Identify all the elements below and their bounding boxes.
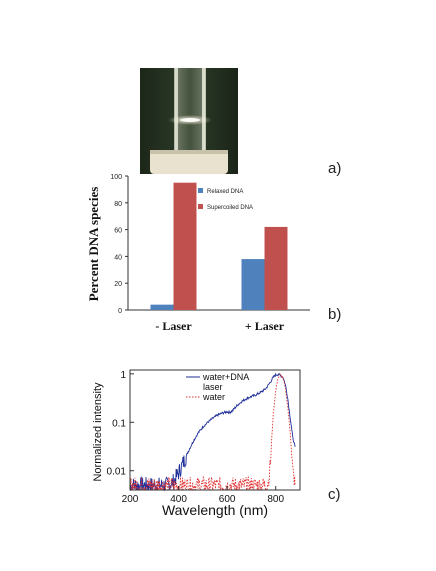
spectrum-legend-label: water+DNA <box>202 372 249 382</box>
bar-chart-x-ticks: - Laser + Laser <box>155 319 284 333</box>
spectrum-y-tick-label: 0.1 <box>112 418 126 429</box>
bar-chart-y-tick-label: 60 <box>114 228 122 235</box>
bar-supercoiled-plus-laser <box>264 226 288 310</box>
spectrum-chart-x-label: Wavelength (nm) <box>162 502 268 518</box>
spectrum-x-tick-label: 600 <box>219 494 236 505</box>
spectrum-chart-axes <box>129 369 301 491</box>
spectrum-chart-x-ticks: 200 400 600 800 <box>122 486 284 505</box>
spectrum-chart-frame <box>129 369 301 491</box>
bar-chart-legend: Relaxed DNA Supercoiled DNA <box>198 188 253 211</box>
spectrum-chart-y-label: Normalized intensity <box>92 382 104 482</box>
spectrum-chart-y-ticks: 0.01 0.1 1 <box>107 370 134 478</box>
bar-chart-legend-swatch <box>198 204 203 209</box>
bar-chart-y-label: Percent DNA species <box>86 187 101 302</box>
spectrum-y-tick-label: 0.01 <box>107 467 127 478</box>
bar-chart-y-tick-label: 80 <box>114 201 122 208</box>
bar-relaxed-plus-laser <box>241 259 265 310</box>
bar-chart-y-tick-label: 100 <box>110 174 122 181</box>
spectrum-chart-series <box>129 372 296 492</box>
bar-chart-x-tick-label: - Laser <box>155 319 192 333</box>
panel-label-c: c) <box>328 486 341 503</box>
spectrum-x-tick-label: 800 <box>267 494 284 505</box>
bar-chart-legend-swatch <box>198 188 203 193</box>
bar-chart-y-tick-label: 40 <box>114 254 122 261</box>
spectrum-legend-label: water <box>202 392 225 402</box>
bar-relaxed-minus-laser <box>150 304 174 310</box>
bar-supercoiled-minus-laser <box>173 182 197 310</box>
bar-chart: 0 20 40 60 80 100 - Laser + Laser Relaxed DNA S… <box>86 174 310 333</box>
spectrum-series-water <box>129 373 296 492</box>
spectrum-x-tick-label: 200 <box>122 494 139 505</box>
bar-chart-y-tick-label: 0 <box>118 308 122 315</box>
bar-chart-y-tick-label: 20 <box>114 281 122 288</box>
panel-label-b: b) <box>328 306 342 323</box>
bar-chart-bars <box>150 182 288 310</box>
spectrum-chart: 0.01 0.1 1 200 400 600 800 water+DNAlaserwate… <box>92 369 301 518</box>
bar-chart-y-ticks: 0 20 40 60 80 100 <box>110 174 128 315</box>
panel-label-a: a) <box>328 160 342 177</box>
spectrum-y-tick-label: 1 <box>120 370 126 381</box>
bar-chart-x-tick-label: + Laser <box>245 319 285 333</box>
spectrum-x-tick-label: 400 <box>170 494 187 505</box>
cuvette-photo <box>140 68 238 174</box>
bar-chart-legend-label: Relaxed DNA <box>207 189 243 195</box>
spectrum-legend-label: laser <box>203 382 223 392</box>
bar-chart-legend-label: Supercoiled DNA <box>207 205 253 211</box>
